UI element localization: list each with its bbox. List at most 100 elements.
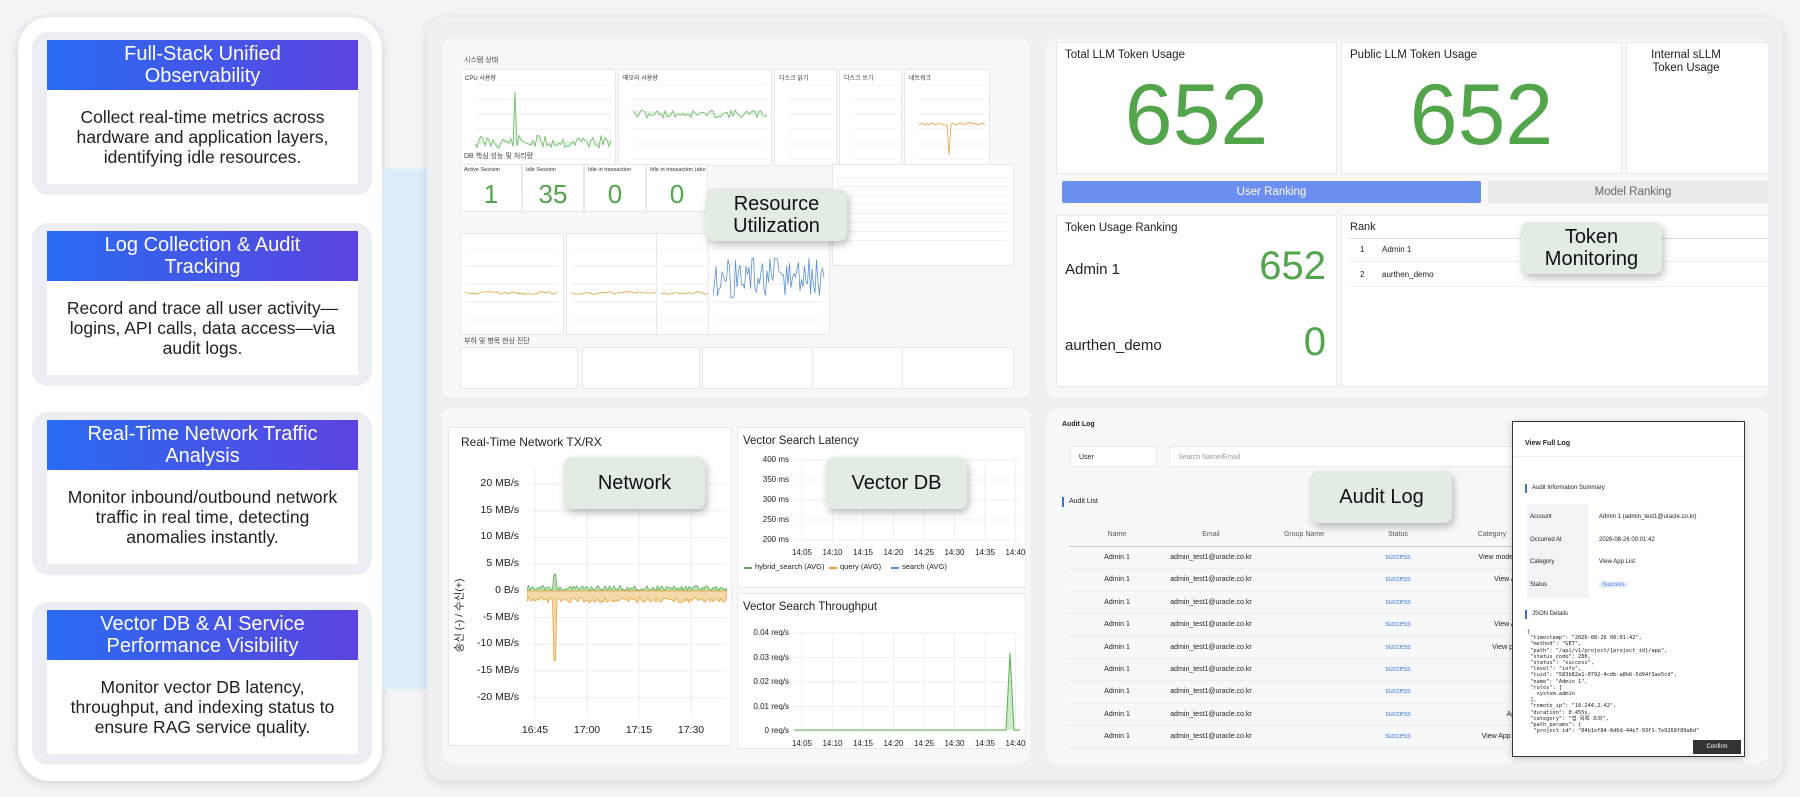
y-tick-label: 0 req/s [764, 726, 789, 735]
table-row [837, 213, 1007, 214]
db-table [832, 164, 1014, 266]
section-accent [1525, 484, 1527, 493]
panel-title: Audit Log [1062, 421, 1095, 428]
tx-area [527, 590, 727, 662]
panel-title: 디스크 읽기 [779, 76, 809, 82]
cell-name: Admin 1 [1104, 554, 1130, 561]
y-axis-label: 송신 (-) / 수신(+) [453, 578, 466, 653]
mini-panel [702, 347, 820, 389]
y-tick-label: 200 ms [762, 535, 789, 544]
panel-title: 디스크 쓰기 [844, 76, 874, 82]
table-row [837, 186, 1007, 187]
network-chart [527, 468, 727, 718]
chart-panel [708, 233, 830, 335]
x-tick-label: 14:35 [974, 548, 996, 557]
callout: Network [564, 457, 705, 509]
column-header: Email [1202, 531, 1220, 538]
y-tick-label: 0.01 req/s [753, 701, 789, 711]
list-title: Audit List [1069, 498, 1098, 505]
stat-value: 0 [607, 179, 623, 209]
sparkline [475, 84, 611, 160]
sparkline [571, 248, 665, 321]
panel-title: 네트워크 [909, 76, 932, 82]
panel-title: 메모리 사용량 [623, 76, 658, 82]
divider [1069, 612, 1519, 614]
cell-status: success [1385, 710, 1411, 718]
y-tick-label: 300 ms [762, 495, 789, 504]
y-tick-label: 10 MB/s [480, 530, 519, 543]
mini-panel [902, 347, 1014, 389]
y-tick-label: -20 MB/s [476, 690, 519, 703]
callout: Resource Utilization [706, 189, 847, 241]
sparkline [633, 84, 767, 160]
sparkline-path [475, 91, 611, 150]
x-tick-label: 14:15 [852, 739, 874, 748]
cell-name: Admin 1 [1104, 576, 1130, 584]
cell-status: success [1385, 554, 1411, 561]
field-value: 2026-08-26 00:01:42 [1599, 536, 1655, 543]
tile-value: 652 [1409, 67, 1554, 163]
json-view: { "timestamp": "2026-08-26 00:01:42", "m… [1527, 629, 1700, 733]
rx-area [527, 573, 727, 592]
x-tick-label: 14:10 [822, 739, 843, 748]
cell-status: success [1385, 643, 1411, 651]
feature-title: Log Collection & Audit Tracking [47, 231, 358, 281]
x-tick-label: 14:30 [944, 548, 965, 557]
cell-email: admin_test1@uracle.co.kr [1170, 643, 1252, 651]
x-tick-label: 16:45 [521, 724, 549, 736]
legend-label: search (AVG) [902, 562, 947, 571]
y-tick-label: 250 ms [762, 515, 789, 524]
divider [1069, 568, 1519, 569]
token-tile: Internal sLLM Token Usage0 [1626, 42, 1768, 174]
vector-panel: Vector Search Throughput 0.04 req/s 0.03 r… [737, 593, 1026, 749]
stat-panel: Active Session 1 [460, 164, 522, 212]
section-header: DB 핵심 성능 및 처리량 [464, 153, 534, 160]
throughput-line [794, 652, 1020, 731]
divider [1069, 724, 1519, 726]
feature-description: Monitor inbound/outbound network traffic… [47, 470, 358, 564]
label-column [1527, 504, 1589, 598]
rank-number: 1 [1360, 245, 1365, 254]
sparkline [919, 84, 985, 160]
field-value: View App List [1599, 559, 1635, 566]
metric-panel: 디스크 쓰기 [839, 69, 902, 166]
vector-chart [794, 632, 1020, 733]
sparkline [854, 84, 897, 160]
ranking-value: 652 [1259, 244, 1326, 288]
legend-swatch [829, 567, 837, 569]
stat-label: Idle in transaction [588, 167, 632, 173]
cell-email: admin_test1@uracle.co.kr [1170, 733, 1252, 741]
cell-email: admin_test1@uracle.co.kr [1170, 576, 1252, 584]
y-tick-label: 350 ms [762, 475, 789, 484]
rank-name: aurthen_demo [1382, 270, 1434, 279]
stat-panel: Idle in transaction (aborted) 0 [646, 164, 708, 212]
x-tick-label: 14:25 [913, 739, 935, 748]
field-label: Category [1530, 559, 1555, 566]
y-tick-label: 0.03 req/s [753, 652, 789, 662]
field-value: Success [1599, 582, 1628, 589]
confirm-button[interactable]: Confirm [1693, 740, 1741, 754]
stat-value: 1 [483, 179, 499, 209]
field-label: Occurred At [1530, 536, 1562, 543]
mini-panel [460, 347, 578, 389]
panel-title: Vector Search Throughput [743, 601, 878, 613]
x-tick-label: 14:25 [913, 548, 935, 557]
modal-title: View Full Log [1525, 440, 1570, 447]
table-row [837, 240, 1007, 241]
column-header: Status [1388, 531, 1408, 538]
field-label: Status [1530, 582, 1548, 589]
rank-number: 2 [1360, 270, 1365, 279]
y-tick-label: 0.04 req/s [753, 628, 789, 637]
sparkline [465, 248, 559, 321]
cell-name: Admin 1 [1104, 598, 1130, 606]
x-tick-label: 14:15 [852, 548, 874, 557]
divider [1069, 635, 1519, 637]
log-modal: View Full Log Audit Information Summary Ac… [1512, 421, 1745, 757]
x-tick-label: 14:05 [791, 739, 813, 748]
cell-status: success [1385, 666, 1411, 673]
y-tick-label: 0 B/s [495, 583, 519, 596]
cell-email: admin_test1@uracle.co.kr [1170, 710, 1252, 718]
x-tick-label: 17:00 [573, 724, 601, 736]
feature-description: Monitor vector DB latency, throughput, a… [47, 660, 358, 754]
